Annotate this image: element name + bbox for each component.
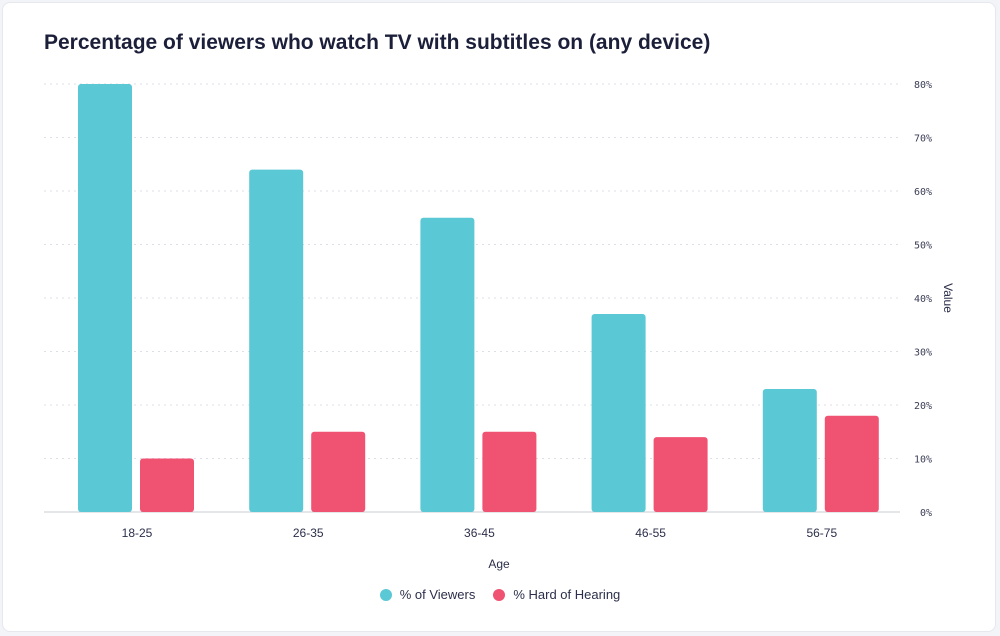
bars bbox=[78, 84, 879, 512]
legend-swatch-hard-of-hearing bbox=[493, 588, 506, 601]
y-tick-label: 80% bbox=[914, 80, 932, 91]
y-axis-label: Value bbox=[941, 283, 955, 313]
bar-viewers[interactable] bbox=[591, 314, 646, 512]
y-tick-label: 30% bbox=[914, 348, 932, 359]
x-tick-labels: 18-25 26-35 36-45 46-55 56-75 bbox=[122, 526, 838, 540]
x-axis-label: Age bbox=[488, 557, 510, 571]
bar-hard-of-hearing[interactable] bbox=[482, 431, 537, 512]
y-tick-label: 70% bbox=[914, 134, 932, 145]
y-tick-label: 10% bbox=[914, 455, 932, 466]
bar-viewers[interactable] bbox=[78, 84, 132, 512]
x-tick-label: 26-35 bbox=[293, 526, 324, 540]
chart-title: Percentage of viewers who watch TV with … bbox=[44, 31, 711, 54]
x-tick-label: 36-45 bbox=[464, 526, 495, 540]
legend-label-hard-of-hearing: % Hard of Hearing bbox=[513, 587, 621, 602]
bar-hard-of-hearing[interactable] bbox=[653, 437, 708, 512]
bar-hard-of-hearing[interactable] bbox=[140, 458, 194, 513]
legend-item-hard-of-hearing[interactable]: % Hard of Hearing bbox=[493, 587, 620, 602]
x-tick-label: 56-75 bbox=[806, 526, 837, 540]
bar-viewers[interactable] bbox=[420, 217, 475, 512]
bar-hard-of-hearing[interactable] bbox=[824, 415, 879, 512]
x-tick-label: 46-55 bbox=[635, 526, 666, 540]
y-tick-label: 50% bbox=[914, 241, 932, 252]
y-tick-labels: 0% 10% 20% 30% 40% 50% 60% 70% 80% bbox=[914, 80, 932, 519]
y-tick-label: 40% bbox=[914, 294, 932, 305]
y-tick-label: 60% bbox=[914, 187, 932, 198]
bar-viewers[interactable] bbox=[762, 388, 817, 512]
x-tick-label: 18-25 bbox=[122, 526, 153, 540]
legend-label-viewers: % of Viewers bbox=[399, 587, 476, 602]
bar-viewers[interactable] bbox=[249, 169, 304, 512]
legend-swatch-viewers bbox=[379, 588, 392, 601]
legend: % of Viewers % Hard of Hearing bbox=[0, 587, 1000, 602]
y-tick-label: 20% bbox=[914, 401, 932, 412]
y-tick-label: 0% bbox=[920, 508, 932, 519]
bar-hard-of-hearing[interactable] bbox=[311, 431, 366, 512]
legend-item-viewers[interactable]: % of Viewers bbox=[379, 587, 476, 602]
